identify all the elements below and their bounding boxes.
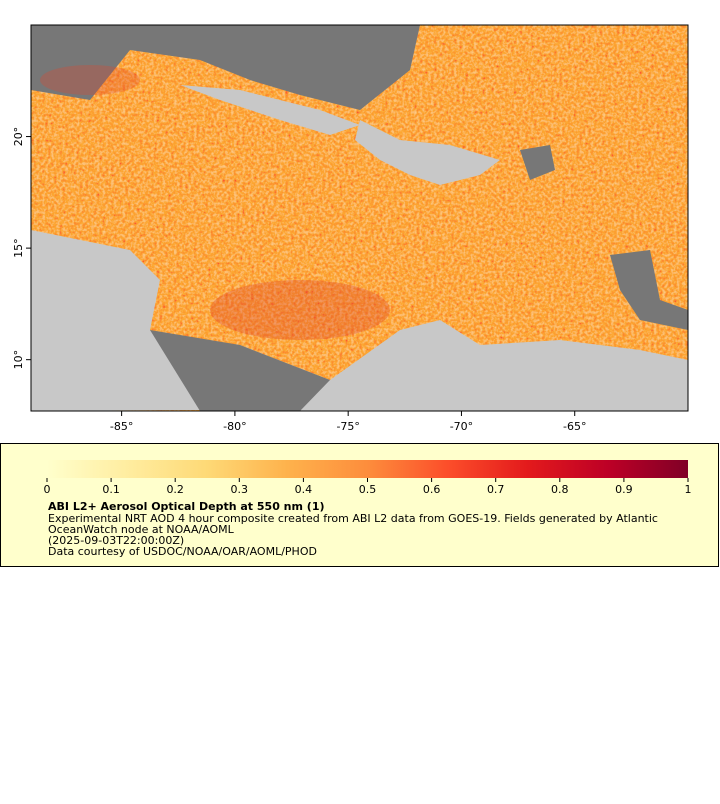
aod-high (210, 280, 390, 340)
no-data (31, 25, 420, 110)
x-tick-label: -75° (336, 420, 359, 433)
colorbar-tick-label: 0.7 (487, 483, 505, 496)
legend-line: (2025-09-03T22:00:00Z) (48, 534, 184, 547)
legend-title: ABI L2+ Aerosol Optical Depth at 550 nm … (48, 500, 325, 513)
colorbar-tick-label: 0.5 (359, 483, 377, 496)
no-data (610, 250, 688, 330)
x-tick-label: -85° (110, 420, 133, 433)
colorbar-tick-label: 0.3 (231, 483, 249, 496)
colorbar-tick-label: 1 (685, 483, 692, 496)
land (31, 230, 200, 411)
no-data (520, 145, 555, 180)
y-tick-label: 20° (12, 127, 25, 147)
no-data (150, 330, 330, 411)
legend-line: Data courtesy of USDOC/NOAA/OAR/AOML/PHO… (48, 545, 317, 558)
colorbar-tick-label: 0 (44, 483, 51, 496)
aod-high (40, 65, 140, 95)
colorbar-tick-label: 0.2 (166, 483, 184, 496)
y-tick-label: 10° (12, 350, 25, 370)
land (355, 120, 500, 185)
x-tick-label: -70° (450, 420, 473, 433)
map (31, 25, 688, 411)
colorbar-tick-label: 0.4 (295, 483, 313, 496)
colorbar-tick-label: 0.1 (102, 483, 120, 496)
legend-line: Experimental NRT AOD 4 hour composite cr… (48, 512, 658, 525)
colorbar-tick-label: 0.9 (615, 483, 633, 496)
legend-line: OceanWatch node at NOAA/AOML (48, 523, 235, 536)
y-tick-label: 15° (12, 238, 25, 258)
x-tick-label: -80° (223, 420, 246, 433)
colorbar-tick-label: 0.8 (551, 483, 569, 496)
colorbar (47, 460, 688, 478)
land (180, 85, 360, 135)
x-tick-label: -65° (563, 420, 586, 433)
colorbar-tick-label: 0.6 (423, 483, 441, 496)
map-frame (30, 24, 689, 412)
